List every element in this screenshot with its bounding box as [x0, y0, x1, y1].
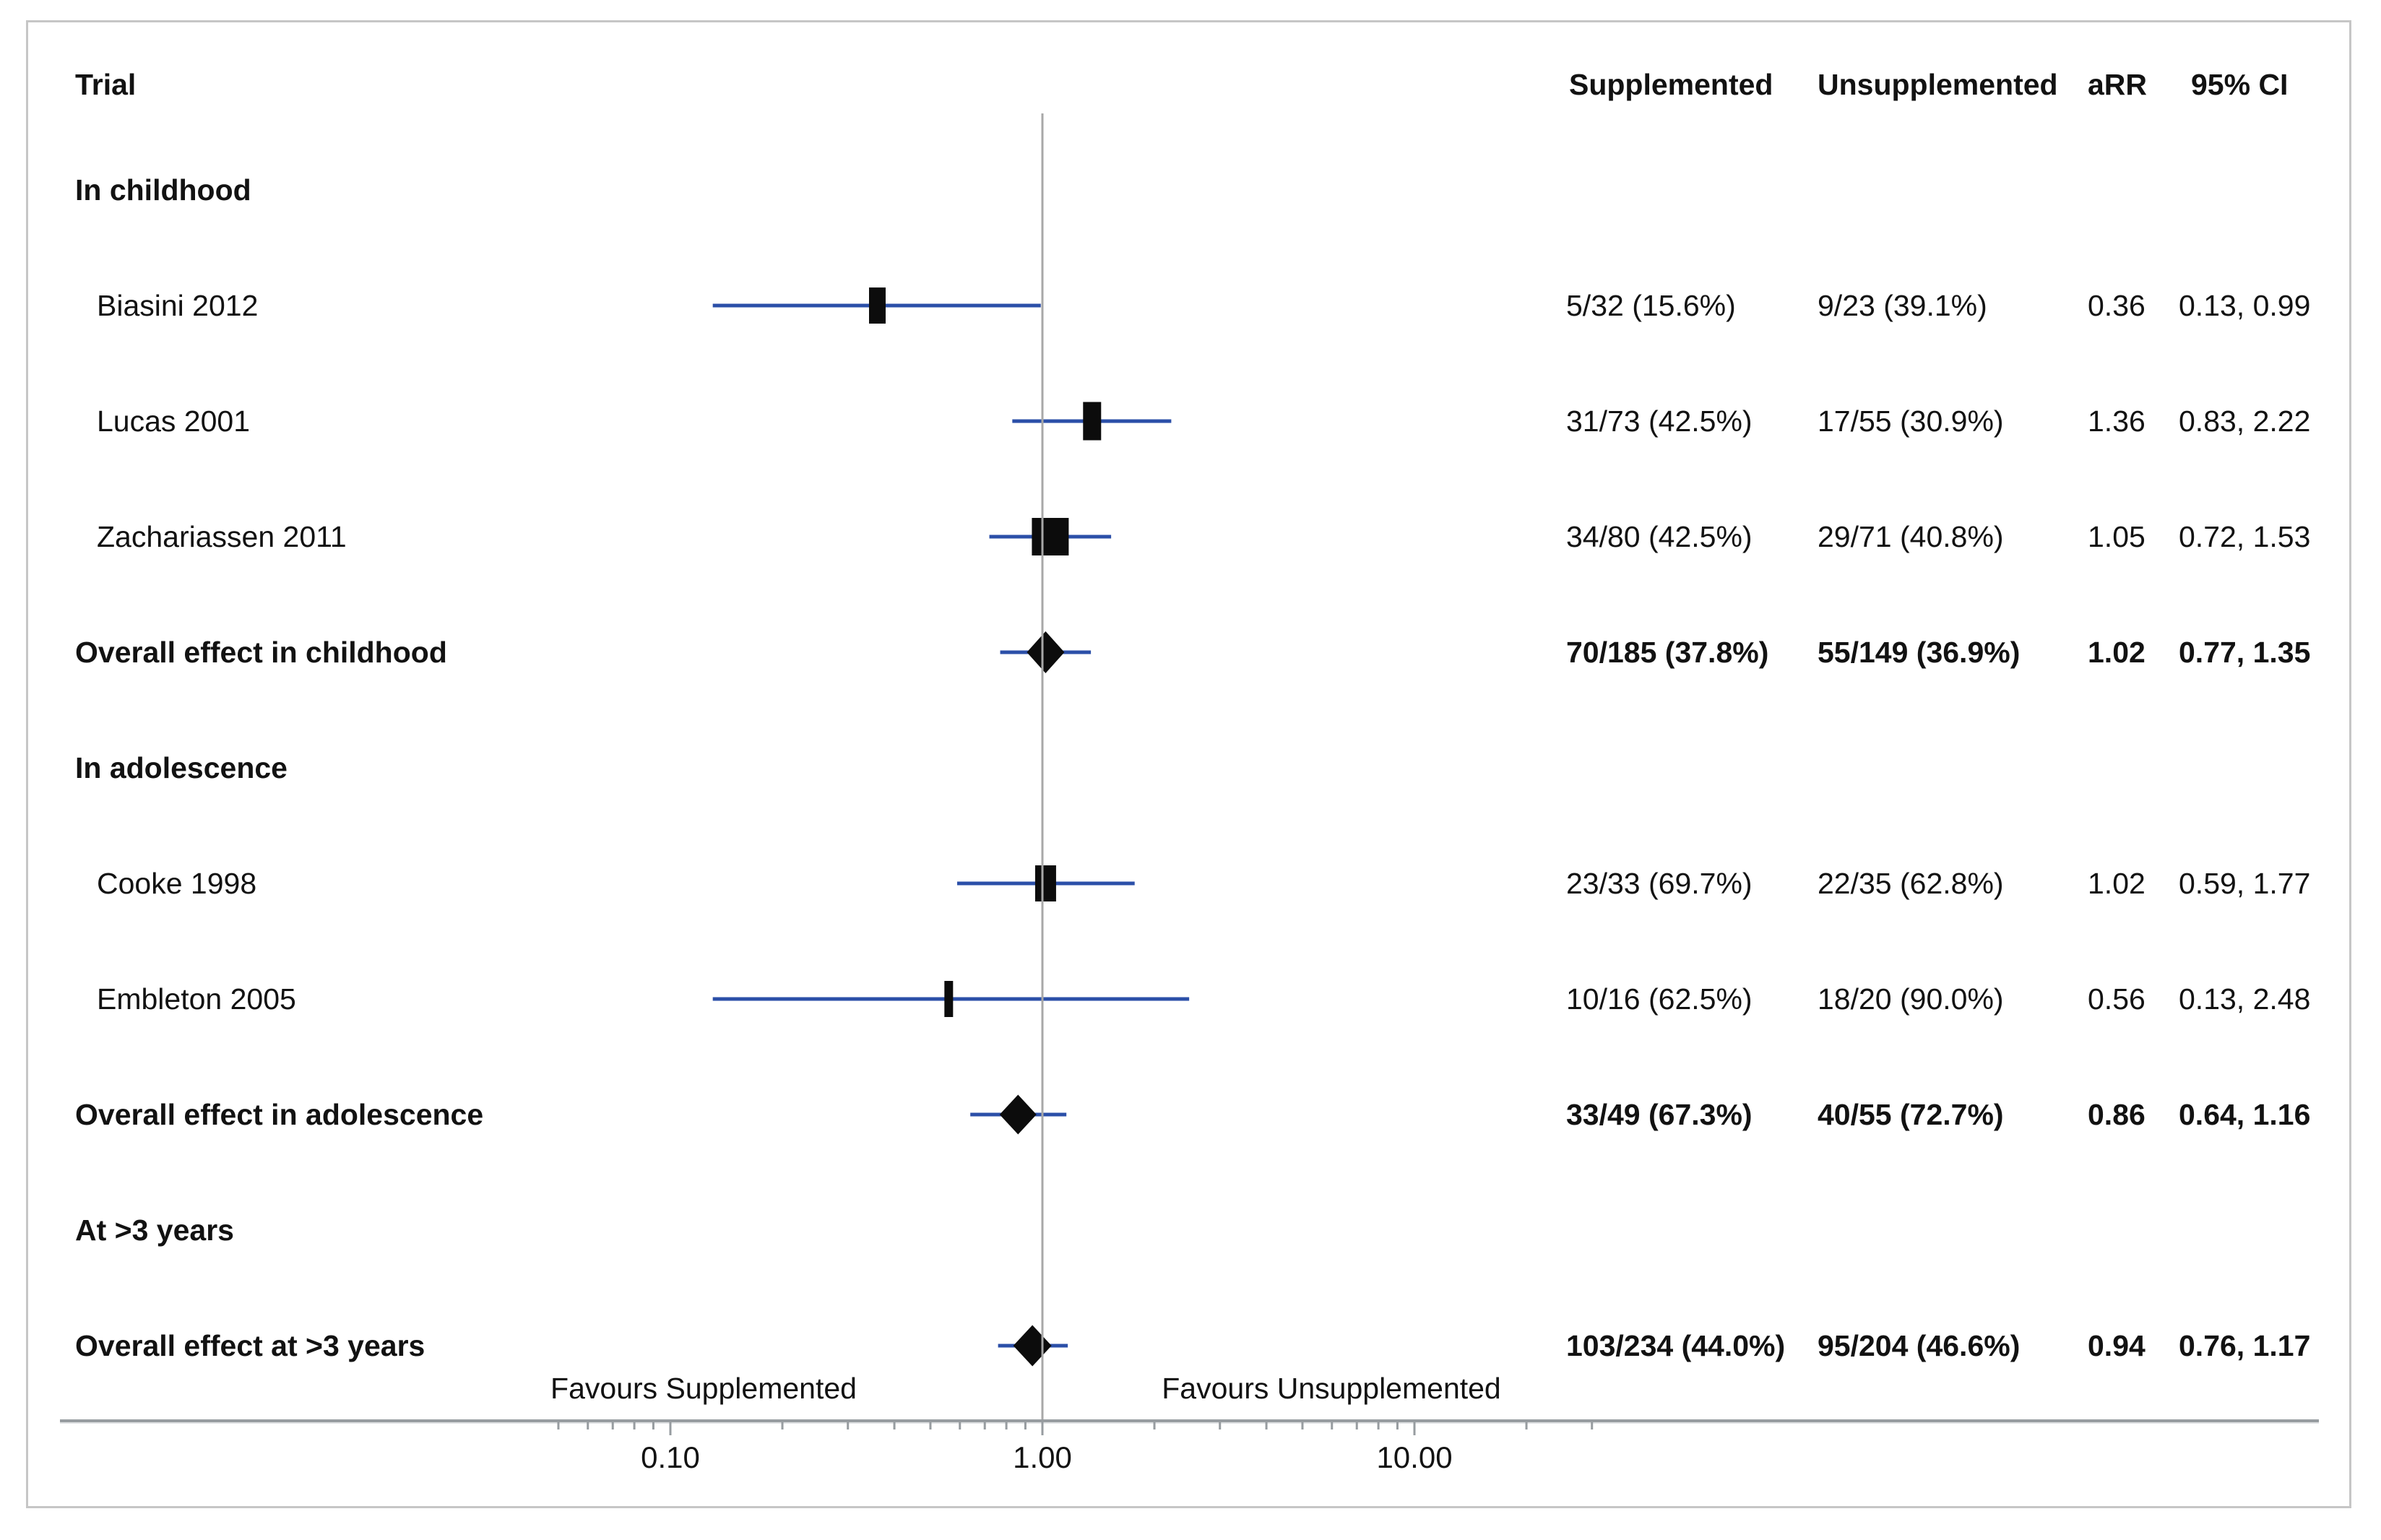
axis-minor-tick	[893, 1422, 896, 1429]
axis-minor-tick	[1301, 1422, 1304, 1429]
group-label: In childhood	[75, 173, 251, 207]
unsupplemented-cell: 40/55 (72.7%)	[1818, 1098, 2004, 1131]
arr-cell: 0.86	[2088, 1098, 2146, 1131]
favours-left-label: Favours Supplemented	[550, 1372, 857, 1405]
supplemented-cell: 10/16 (62.5%)	[1566, 982, 1753, 1016]
unsupplemented-cell: 55/149 (36.9%)	[1818, 636, 2021, 669]
overall-row-label: Overall effect at >3 years	[75, 1329, 425, 1362]
effect-marker	[1034, 865, 1056, 901]
arr-cell: 0.36	[2088, 289, 2146, 322]
axis-tick-label: 0.10	[641, 1440, 700, 1474]
study-row-label: Cooke 1998	[97, 867, 257, 900]
axis-minor-tick	[611, 1422, 614, 1429]
axis-tick-label: 1.00	[1013, 1440, 1072, 1474]
unsupplemented-cell: 29/71 (40.8%)	[1818, 520, 2004, 553]
axis-minor-tick	[1355, 1422, 1358, 1429]
axis-tick-label: 10.00	[1376, 1440, 1453, 1474]
unsupplemented-cell: 9/23 (39.1%)	[1818, 289, 1987, 322]
column-header-supplemented: Supplemented	[1569, 68, 1773, 101]
reference-line	[1041, 113, 1044, 1421]
axis-minor-tick	[1024, 1422, 1027, 1429]
figure-border	[26, 20, 2351, 1508]
x-axis-highlight	[60, 1422, 2319, 1424]
axis-minor-tick	[1591, 1422, 1594, 1429]
axis-minor-tick	[1005, 1422, 1008, 1429]
axis-minor-tick	[847, 1422, 850, 1429]
unsupplemented-cell: 22/35 (62.8%)	[1818, 867, 2004, 900]
supplemented-cell: 5/32 (15.6%)	[1566, 289, 1736, 322]
supplemented-cell: 34/80 (42.5%)	[1566, 520, 1753, 553]
axis-minor-tick	[557, 1422, 560, 1429]
axis-minor-tick	[1396, 1422, 1399, 1429]
axis-minor-tick	[1265, 1422, 1268, 1429]
summary-diamond	[1013, 1325, 1052, 1367]
supplemented-cell: 23/33 (69.7%)	[1566, 867, 1753, 900]
axis-major-tick	[1041, 1422, 1044, 1435]
axis-minor-tick	[587, 1422, 589, 1429]
effect-marker	[1083, 402, 1102, 441]
supplemented-cell: 103/234 (44.0%)	[1566, 1329, 1786, 1362]
supplemented-cell: 31/73 (42.5%)	[1566, 405, 1753, 438]
arr-cell: 0.56	[2088, 982, 2146, 1016]
ci-cell: 0.72, 1.53	[2179, 520, 2311, 553]
ci-cell: 0.64, 1.16	[2179, 1098, 2311, 1131]
ci-cell: 0.13, 2.48	[2179, 982, 2311, 1016]
summary-diamond	[999, 1094, 1037, 1135]
study-row-label: Lucas 2001	[97, 405, 251, 438]
axis-minor-tick	[929, 1422, 932, 1429]
axis-minor-tick	[1153, 1422, 1156, 1429]
summary-diamond	[1027, 631, 1065, 673]
column-header-unsupplemented: Unsupplemented	[1818, 68, 2058, 101]
unsupplemented-cell: 18/20 (90.0%)	[1818, 982, 2004, 1016]
study-row-label: Biasini 2012	[97, 289, 259, 322]
axis-major-tick	[669, 1422, 672, 1435]
effect-marker	[944, 981, 954, 1017]
axis-major-tick	[1413, 1422, 1416, 1435]
supplemented-cell: 70/185 (37.8%)	[1566, 636, 1769, 669]
column-header-ci: 95% CI	[2191, 68, 2289, 101]
x-axis	[60, 1419, 2319, 1422]
axis-minor-tick	[1219, 1422, 1222, 1429]
favours-right-label: Favours Unsupplemented	[1162, 1372, 1501, 1405]
column-header-arr: aRR	[2088, 68, 2148, 101]
group-label: At >3 years	[75, 1214, 234, 1247]
effect-marker	[868, 287, 886, 324]
supplemented-cell: 33/49 (67.3%)	[1566, 1098, 1753, 1131]
arr-cell: 1.05	[2088, 520, 2146, 553]
axis-minor-tick	[652, 1422, 654, 1429]
axis-minor-tick	[633, 1422, 636, 1429]
ci-cell: 0.59, 1.77	[2179, 867, 2311, 900]
axis-minor-tick	[1377, 1422, 1380, 1429]
study-row-label: Embleton 2005	[97, 982, 296, 1016]
axis-minor-tick	[983, 1422, 986, 1429]
overall-row-label: Overall effect in adolescence	[75, 1098, 484, 1131]
arr-cell: 1.02	[2088, 636, 2146, 669]
axis-minor-tick	[959, 1422, 962, 1429]
axis-minor-tick	[781, 1422, 784, 1429]
arr-cell: 0.94	[2088, 1329, 2146, 1362]
unsupplemented-cell: 17/55 (30.9%)	[1818, 405, 2004, 438]
axis-minor-tick	[1525, 1422, 1528, 1429]
arr-cell: 1.02	[2088, 867, 2146, 900]
group-label: In adolescence	[75, 751, 288, 784]
study-row-label: Zachariassen 2011	[97, 520, 347, 553]
overall-row-label: Overall effect in childhood	[75, 636, 447, 669]
axis-minor-tick	[1331, 1422, 1334, 1429]
unsupplemented-cell: 95/204 (46.6%)	[1818, 1329, 2021, 1362]
ci-cell: 0.13, 0.99	[2179, 289, 2311, 322]
ci-cell: 0.77, 1.35	[2179, 636, 2311, 669]
effect-marker	[1032, 518, 1069, 555]
ci-cell: 0.76, 1.17	[2179, 1329, 2311, 1362]
column-header-trial: Trial	[75, 68, 137, 101]
arr-cell: 1.36	[2088, 405, 2146, 438]
ci-cell: 0.83, 2.22	[2179, 405, 2311, 438]
